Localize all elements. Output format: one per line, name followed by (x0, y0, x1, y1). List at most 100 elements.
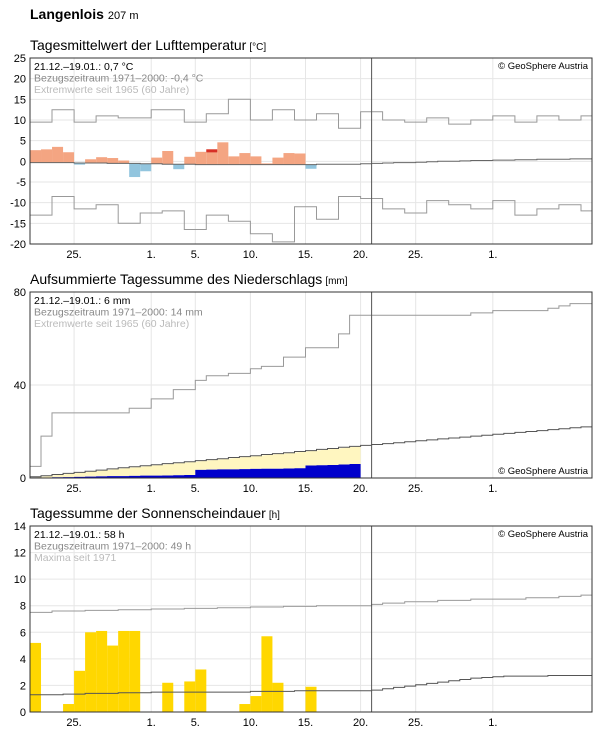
sunshine-copyright: © GeoSphere Austria (498, 529, 589, 540)
precipitation-xtick-label: 25. (66, 483, 81, 495)
precipitation-ytick-label: 0 (20, 473, 26, 485)
temperature-ytick-label: -20 (10, 239, 26, 251)
temperature-min-extreme-line (30, 196, 592, 243)
temperature-extreme-mark (206, 149, 218, 153)
temperature-bar (239, 153, 251, 165)
sunshine-xtick-label: 25. (408, 717, 423, 729)
temperature-bar (294, 153, 306, 165)
temperature-xtick-label: 1. (488, 249, 497, 261)
sunshine-ytick-label: 2 (20, 680, 26, 692)
temperature-bar (30, 150, 42, 163)
temperature-bar (74, 162, 86, 165)
temperature-xtick-label: 5. (191, 249, 200, 261)
station-name: Langenlois (30, 6, 104, 22)
sunshine-bar (85, 632, 97, 712)
sunshine-ytick-label: 14 (14, 521, 26, 533)
temperature-title: Tagesmittelwert der Lufttemperatur (30, 37, 247, 53)
temperature-bar (96, 157, 108, 163)
temperature-xtick-label: 1. (147, 249, 156, 261)
precipitation-frame (29, 291, 593, 479)
temperature-max-extreme-line (30, 98, 592, 129)
sunshine-bar (250, 696, 262, 712)
station-elevation: 207 m (107, 10, 139, 22)
sunshine-unit: [h] (268, 510, 280, 521)
temperature-ytick-label: 5 (20, 136, 26, 148)
temperature-bar (305, 164, 317, 169)
precipitation-copyright: © GeoSphere Austria (498, 466, 589, 477)
temperature-xtick-label: 20. (353, 249, 368, 261)
sunshine-bar (162, 682, 174, 712)
precipitation-ytick-label: 80 (14, 287, 26, 299)
temperature-xtick-label: 15. (298, 249, 313, 261)
precipitation-xtick-label: 20. (353, 483, 368, 495)
sunshine-bar (30, 642, 42, 712)
temperature-info-line: 21.12.–19.01.: 0,7 °C (34, 61, 134, 73)
precipitation-xtick-label: 10. (243, 483, 258, 495)
temperature-bar (173, 164, 185, 170)
temperature-bar (151, 157, 163, 164)
precipitation-info-line: Bezugszeitraum 1971–2000: 14 mm (34, 307, 203, 319)
sunshine-panel-title: Tagessumme der Sonnenscheindauer [h] (30, 505, 280, 521)
precipitation-info-line: Extremwerte seit 1965 (60 Jahre) (34, 318, 189, 330)
temperature-bar (107, 158, 119, 164)
temperature-ytick-label: 15 (14, 94, 26, 106)
precipitation-panel-title: Aufsummierte Tagessumme des Niederschlag… (30, 271, 348, 287)
sunshine-bar (74, 670, 86, 712)
temperature-ytick-label: 0 (20, 156, 26, 168)
temperature-bar (184, 156, 196, 165)
temperature-xtick-label: 25. (408, 249, 423, 261)
precipitation-xtick-label: 15. (298, 483, 313, 495)
temperature-bar (140, 163, 152, 172)
precipitation-title: Aufsummierte Tagessumme des Niederschlag… (30, 271, 323, 287)
temperature-bar (272, 157, 284, 165)
sunshine-maxima-line (30, 594, 592, 613)
precipitation-info-line: 21.12.–19.01.: 6 mm (34, 295, 131, 307)
temperature-bar (63, 152, 75, 163)
sunshine-bar (261, 636, 273, 712)
precipitation-xtick-label: 1. (488, 483, 497, 495)
sunshine-xtick-label: 1. (488, 717, 497, 729)
temperature-ytick-label: -5 (16, 177, 26, 189)
sunshine-frame (29, 525, 593, 713)
sunshine-info-line: Maxima seit 1971 (34, 552, 116, 564)
precipitation-max-line (30, 303, 592, 467)
sunshine-ytick-label: 6 (20, 627, 26, 639)
temperature-ytick-label: 10 (14, 115, 26, 127)
temperature-bar (129, 163, 141, 178)
sunshine-bar (184, 681, 196, 712)
temperature-bar (85, 159, 97, 163)
station-header: Langenlois 207 m (30, 6, 138, 22)
sunshine-bar (129, 630, 141, 712)
temperature-info-line: Bezugszeitraum 1971–2000: -0,4 °C (34, 73, 204, 85)
temperature-xtick-label: 25. (66, 249, 81, 261)
precipitation-xtick-label: 5. (191, 483, 200, 495)
sunshine-bar (107, 645, 119, 712)
precipitation-actual-area (30, 464, 361, 478)
temperature-bar (118, 160, 130, 164)
temperature-bar (250, 156, 262, 165)
sunshine-ytick-label: 12 (14, 548, 26, 560)
temperature-frame (29, 57, 593, 245)
sunshine-normal-line (30, 675, 592, 696)
temperature-panel-title: Tagesmittelwert der Lufttemperatur [°C] (30, 37, 266, 53)
temperature-normal-line (30, 158, 592, 166)
precipitation-normal-line (30, 426, 592, 478)
sunshine-xtick-label: 15. (298, 717, 313, 729)
sunshine-title: Tagessumme der Sonnenscheindauer (30, 505, 266, 521)
sunshine-bar (195, 669, 207, 712)
sunshine-ytick-label: 0 (20, 707, 26, 719)
temperature-bar (261, 163, 273, 165)
temperature-xtick-label: 10. (243, 249, 258, 261)
sunshine-bar (239, 704, 251, 712)
sunshine-xtick-label: 25. (66, 717, 81, 729)
precipitation-xtick-label: 1. (147, 483, 156, 495)
temperature-ytick-label: 20 (14, 74, 26, 86)
sunshine-ytick-label: 8 (20, 601, 26, 613)
sunshine-ytick-label: 4 (20, 654, 26, 666)
precipitation-unit: [mm] (325, 276, 348, 287)
temperature-bar (206, 149, 218, 165)
temperature-info-line: Extremwerte seit 1965 (60 Jahre) (34, 84, 189, 96)
sunshine-xtick-label: 5. (191, 717, 200, 729)
